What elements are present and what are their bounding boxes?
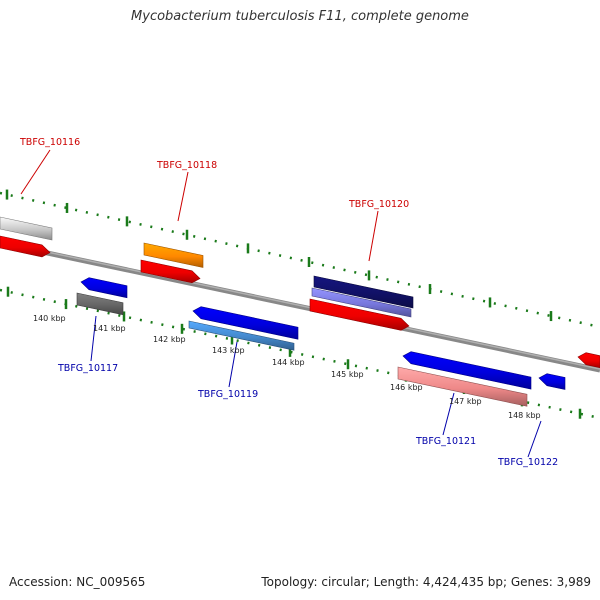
label-leader-line	[228, 341, 238, 388]
gene-label-tbfg-10122: TBFG_10122	[497, 457, 558, 468]
gene-feature	[76, 292, 124, 316]
gene-feature	[140, 259, 201, 284]
gene-feature	[577, 352, 600, 369]
gene-label-tbfg-10117: TBFG_10117	[57, 363, 118, 374]
kbp-label: 147 kbp	[449, 397, 482, 406]
label-leader-line	[442, 392, 455, 436]
gene-label-tbfg-10118: TBFG_10118	[156, 160, 217, 171]
label-leader-line	[20, 149, 51, 195]
genome-backbone-highlight	[0, 241, 600, 370]
gene-feature	[192, 306, 299, 340]
gene-feature	[538, 373, 566, 390]
label-leader-line	[527, 420, 542, 458]
label-leader-line	[368, 210, 379, 262]
kbp-label: 146 kbp	[390, 383, 423, 392]
kbp-label: 148 kbp	[508, 411, 541, 420]
gene-feature	[0, 235, 51, 258]
gene-feature	[0, 216, 53, 241]
gene-feature	[311, 287, 412, 318]
gene-feature	[313, 275, 414, 309]
gene-feature	[143, 242, 204, 268]
gene-feature	[188, 320, 295, 351]
gene-label-tbfg-10116: TBFG_10116	[19, 137, 80, 148]
gene-label-tbfg-10121: TBFG_10121	[415, 436, 476, 447]
label-leader-line	[177, 171, 189, 222]
kbp-label: 145 kbp	[331, 370, 364, 379]
gene-feature	[402, 351, 532, 390]
map-title: Mycobacterium tuberculosis F11, complete…	[131, 9, 469, 24]
gene-feature	[309, 298, 410, 331]
genome-stats-text: Topology: circular; Length: 4,424,435 bp…	[261, 575, 591, 589]
accession-text: Accession: NC_009565	[9, 575, 146, 589]
genome-backbone	[0, 240, 600, 373]
gene-label-tbfg-10119: TBFG_10119	[197, 389, 258, 400]
gene-label-tbfg-10120: TBFG_10120	[348, 199, 409, 210]
label-leader-line	[90, 315, 97, 362]
kbp-label: 141 kbp	[93, 324, 126, 333]
gene-feature	[80, 277, 128, 299]
kbp-label: 143 kbp	[212, 346, 245, 355]
kbp-label: 140 kbp	[33, 314, 66, 323]
kbp-label: 142 kbp	[153, 335, 186, 344]
kbp-label: 144 kbp	[272, 358, 305, 367]
gene-feature	[397, 366, 528, 407]
